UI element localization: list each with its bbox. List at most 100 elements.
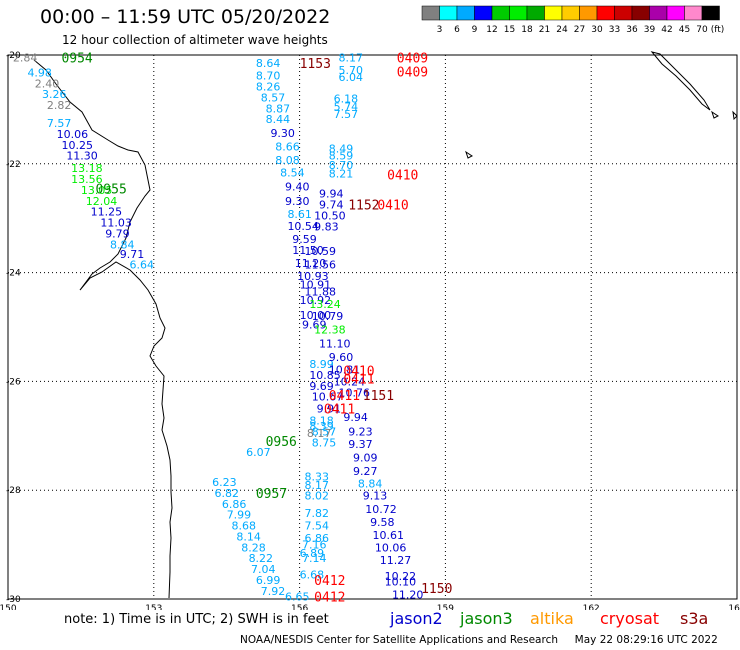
colorbar-label: 18	[521, 25, 533, 35]
wave-height-value: 7.04	[251, 563, 276, 576]
satellite-legend-s3a: s3a	[680, 609, 709, 628]
wave-height-value: 9.69	[309, 380, 334, 393]
wave-height-value: 12.04	[86, 195, 118, 208]
colorbar-label: 6	[454, 25, 460, 35]
wave-height-value: 8.28	[241, 541, 266, 554]
y-tick-label: -22	[6, 160, 21, 170]
pass-time-label: 0409	[397, 65, 428, 80]
wave-height-value: 8.02	[304, 490, 329, 503]
wave-height-value: 10.92	[300, 294, 332, 307]
pass-time-label: 0955	[95, 182, 126, 197]
wave-height-value: 6.82	[215, 487, 240, 500]
wave-height-value: 9.30	[285, 195, 310, 208]
wave-height-value: 7.92	[261, 585, 286, 598]
colorbar-label: 30	[591, 25, 603, 35]
wave-height-value: 10.93	[297, 270, 329, 283]
y-tick-label: -30	[6, 595, 21, 605]
wave-height-value: 8.57	[261, 91, 286, 104]
wave-height-value: 8.57	[312, 425, 337, 438]
wave-height-value: 10.85	[309, 369, 341, 382]
wave-height-value: 8.44	[266, 113, 291, 126]
wave-height-value: 9.94	[343, 411, 368, 424]
wave-height-value: 7.14	[302, 552, 327, 565]
wave-height-value: 5.74	[334, 101, 359, 114]
wave-height-value: 10.50	[314, 209, 346, 222]
colorbar-label: 12	[486, 25, 497, 35]
wave-height-value: 8.70	[256, 70, 280, 83]
y-tick-label: -28	[6, 486, 21, 496]
y-tick-label: -20	[6, 51, 21, 61]
colorbar: 3 6 9 12 15 18 21 24 27 30 33 36 39 42 45 70 (ft)	[421, 5, 724, 35]
wave-height-value: 8.08	[275, 154, 300, 167]
wave-height-value: 8.64	[256, 57, 280, 70]
wave-height-value: 8.33	[304, 471, 329, 484]
wave-height-value: 10.79	[312, 310, 344, 323]
pass-time-label: 0409	[397, 52, 428, 67]
colorbar-swatch	[701, 5, 720, 21]
wave-height-value: 8.70	[329, 159, 354, 172]
wave-height-value: 8.84	[358, 478, 383, 491]
colorbar-label: 36	[626, 25, 638, 35]
wave-height-value: 10.25	[61, 139, 93, 152]
wave-height-value: 10.10	[385, 576, 417, 589]
colorbar-label: 70	[696, 25, 708, 35]
wave-height-value: 8.21	[329, 168, 354, 181]
colorbar-label: 15	[504, 25, 515, 35]
satellite-legend-jason2: jason2	[390, 609, 443, 628]
satellite-legend-altika: altika	[530, 609, 574, 628]
wave-height-value: 13.24	[309, 298, 341, 311]
x-tick-label: 162	[583, 604, 600, 610]
wave-height-value: 7.16	[302, 539, 327, 552]
wave-height-value: 9.30	[270, 127, 295, 140]
wave-height-value: 8.14	[236, 530, 260, 543]
wave-height-value: 10.59	[304, 245, 336, 258]
wave-height-value: 9.13	[363, 490, 388, 503]
wave-height-value: 10.06	[375, 541, 407, 554]
wave-height-value: 10.00	[300, 309, 332, 322]
wave-height-value: 10.67	[312, 391, 344, 404]
wave-height-value: 8.17	[338, 52, 363, 65]
satellite-legend-jason3: jason3	[460, 609, 513, 628]
pass-time-label: 0411	[329, 389, 360, 404]
wave-height-value: 11.88	[304, 286, 336, 299]
wave-height-value: 10.81	[329, 363, 361, 376]
pass-time-label: 0410	[377, 199, 408, 214]
wave-height-value: 11.20	[392, 589, 424, 602]
pass-time-label: 0412	[314, 590, 345, 605]
x-tick-label: 159	[437, 604, 454, 610]
wave-height-value: 6.64	[130, 258, 155, 271]
colorbar-label: 3	[437, 25, 443, 35]
wave-height-value: 8.66	[275, 140, 300, 153]
wave-height-value: 7.54	[304, 520, 329, 533]
wave-height-value: 11.25	[91, 206, 123, 219]
wave-height-value: 9.74	[319, 199, 344, 212]
wave-height-value: 6.86	[304, 532, 329, 545]
wave-height-value: 8.17	[307, 427, 332, 440]
wave-height-value: 10.91	[300, 279, 332, 292]
wave-height-value: 10.72	[365, 503, 397, 516]
wave-height-value: 11.50	[292, 244, 324, 257]
wave-height-value: 11.03	[100, 217, 132, 230]
coastline-islands	[650, 51, 711, 111]
wave-height-value: 9.27	[353, 465, 378, 478]
pass-time-label: 0410	[343, 365, 374, 380]
island-small	[465, 150, 473, 159]
wave-height-value: 8.75	[312, 436, 337, 449]
wave-height-value: 9.94	[319, 188, 344, 201]
wave-height-value: 8.54	[280, 167, 305, 180]
x-tick-label: 153	[145, 604, 162, 610]
wave-height-value: 6.18	[334, 93, 359, 106]
wave-height-value: 8.18	[309, 415, 334, 428]
wave-height-value: 6.68	[300, 569, 325, 582]
pass-time-label: 0411	[324, 403, 355, 418]
wave-height-value: 10.24	[334, 375, 366, 388]
colorbar-label: 27	[574, 25, 585, 35]
wave-height-value: 7.82	[304, 507, 329, 520]
wave-height-value: 7.57	[334, 108, 359, 121]
wave-height-value: 9.58	[370, 516, 395, 529]
colorbar-label: 24	[556, 25, 568, 35]
chart-subtitle: 12 hour collection of altimeter wave hei…	[62, 33, 328, 47]
footer-credit: NOAA/NESDIS Center for Satellite Applica…	[240, 634, 718, 646]
pass-time-label: 0957	[256, 487, 287, 502]
wave-height-value: 8.49	[329, 143, 354, 156]
